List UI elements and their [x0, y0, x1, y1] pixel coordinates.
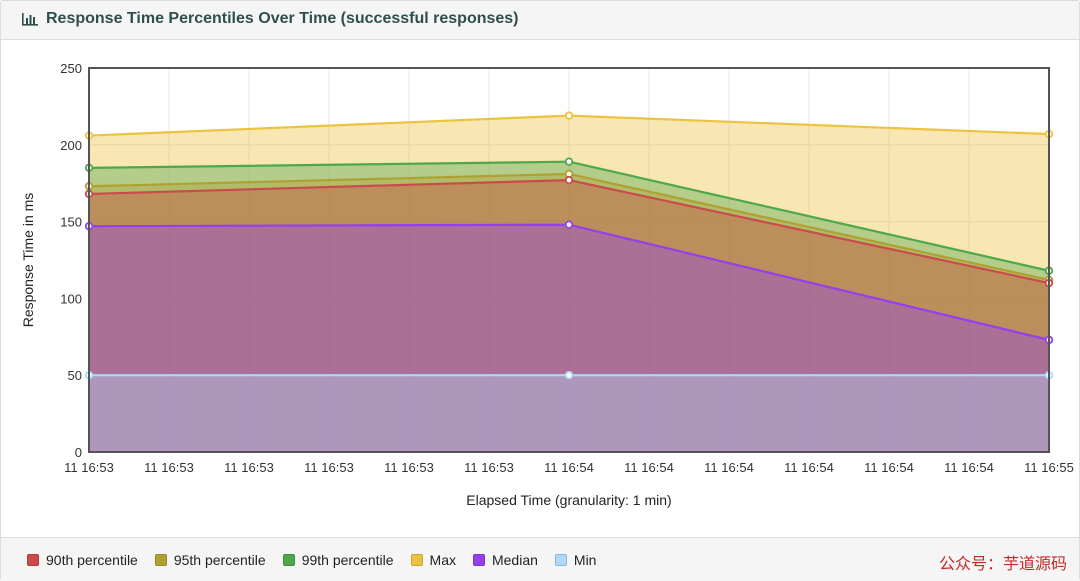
watermark: 公众号：芋道源码	[938, 556, 1067, 573]
legend-swatch	[282, 554, 295, 566]
point-99th-percentile	[564, 157, 574, 166]
x-tick-label: 11 16:53	[304, 460, 354, 475]
panel-title-text: Response Time Percentiles Over Time (suc…	[46, 10, 519, 27]
bar-chart-icon	[22, 13, 38, 26]
chart-area: 0 50 100 150 200 250 11 16:53 11 16:53 11 16:53 1…	[1, 41, 1079, 536]
x-tick-label: 11 16:54	[624, 460, 674, 475]
area-95th-percentile	[89, 173, 1049, 452]
legend-label: 95th percentile	[173, 552, 266, 568]
legend-item-min[interactable]: Min	[554, 552, 597, 568]
legend-label: Max	[429, 552, 456, 568]
percentiles-chart: 0 50 100 150 200 250 11 16:53 11 16:53 11 16:53 1…	[20, 61, 1074, 508]
point-90th-percentile	[564, 175, 574, 185]
legend-swatch	[410, 554, 423, 566]
x-tick-label: 11 16:53	[224, 460, 274, 475]
x-tick-label: 11 16:53	[144, 460, 194, 475]
legend-item-median[interactable]: Median	[472, 552, 538, 568]
point-median	[564, 220, 574, 229]
x-axis-label: Elapsed Time (granularity: 1 min)	[466, 492, 671, 508]
area-90th-percentile	[89, 180, 1049, 453]
y-axis-label: Response Time in ms	[20, 193, 36, 328]
x-tick-label: 11 16:54	[944, 460, 994, 475]
y-tick-label: 50	[68, 368, 82, 383]
area-99th-percentile	[89, 161, 1049, 453]
legend-label: Min	[573, 552, 597, 568]
y-tick-label: 0	[75, 445, 82, 460]
x-tick-label: 11 16:53	[464, 460, 514, 475]
legend-swatch	[472, 554, 485, 566]
x-tick-label: 11 16:53	[64, 460, 114, 475]
legend-bar: 90th percentile 95th percentile 99th perce…	[1, 537, 1079, 581]
legend-label: Median	[491, 552, 538, 568]
area-min	[89, 375, 1049, 452]
area-max	[89, 115, 1049, 452]
legend-swatch	[27, 554, 39, 566]
point-max	[564, 111, 574, 120]
legend-item-95th-percentile[interactable]: 95th percentile	[154, 552, 266, 568]
legend-swatch	[154, 554, 167, 566]
legend-label: 99th percentile	[301, 552, 394, 568]
x-tick-label: 11 16:54	[784, 460, 834, 475]
y-tick-label: 100	[60, 291, 82, 306]
x-tick-label: 11 16:55	[1024, 460, 1074, 475]
panel-heading: Response Time Percentiles Over Time (suc…	[1, 1, 1079, 40]
x-tick-label: 11 16:54	[864, 460, 914, 475]
area-median	[89, 224, 1049, 452]
legend-item-max[interactable]: Max	[410, 552, 456, 568]
legend-item-99th-percentile[interactable]: 99th percentile	[282, 552, 394, 568]
point-min	[564, 371, 574, 380]
x-tick-label: 11 16:54	[704, 460, 754, 475]
y-tick-label: 150	[60, 215, 82, 230]
y-tick-label: 250	[60, 61, 82, 76]
x-tick-label: 11 16:53	[384, 460, 434, 475]
plot-frame	[88, 67, 1050, 453]
y-tick-label: 200	[60, 138, 82, 153]
panel-title: Response Time Percentiles Over Time (suc…	[21, 10, 519, 28]
x-tick-label: 11 16:54	[544, 460, 594, 475]
legend-item-90th-percentile[interactable]: 90th percentile	[27, 552, 138, 568]
chart-legend: 90th percentile 95th percentile 99th perce…	[27, 552, 613, 568]
legend-label: 90th percentile	[46, 552, 138, 568]
legend-swatch	[554, 554, 567, 566]
